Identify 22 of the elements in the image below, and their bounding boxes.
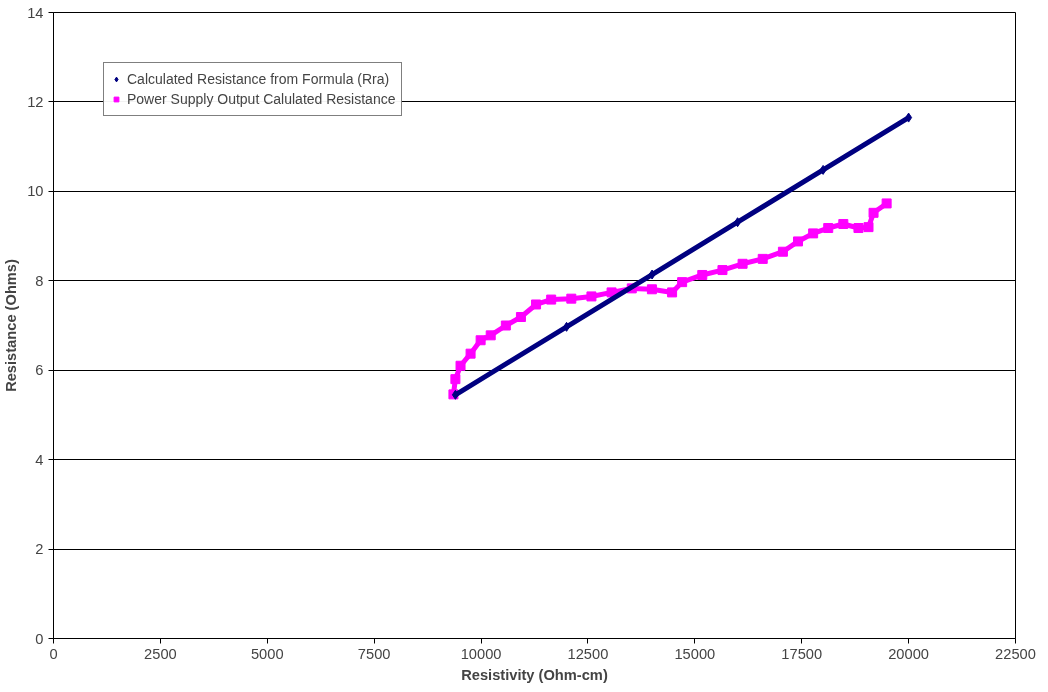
y-tick-label: 14 <box>27 4 44 21</box>
x-axis-title: Resistivity (Ohm-cm) <box>461 666 608 683</box>
x-tick-label: 0 <box>49 645 58 662</box>
legend-label: Calculated Resistance from Formula (Rra) <box>127 71 390 87</box>
x-tick-label: 7500 <box>357 645 391 662</box>
y-tick-label: 4 <box>35 451 44 468</box>
y-axis-title: Resistance (Ohms) <box>3 259 20 392</box>
x-tick-label: 22500 <box>995 645 1036 662</box>
legend-label: Power Supply Output Calulated Resistance <box>127 91 396 107</box>
x-tick-label: 17500 <box>781 645 823 662</box>
y-tick-label: 10 <box>27 183 44 200</box>
y-tick-label: 2 <box>35 541 44 558</box>
x-tick-label: 20000 <box>888 645 929 662</box>
x-tick-label: 2500 <box>144 645 177 662</box>
y-tick-label: 8 <box>35 272 44 289</box>
y-tick-label: 12 <box>27 93 44 110</box>
x-tick-label: 12500 <box>567 645 609 662</box>
x-tick-label: 5000 <box>250 645 284 662</box>
x-tick-label: 10000 <box>460 645 502 662</box>
x-tick-label: 15000 <box>674 645 716 662</box>
y-tick-label: 6 <box>35 362 44 379</box>
y-tick-label: 0 <box>35 630 44 647</box>
